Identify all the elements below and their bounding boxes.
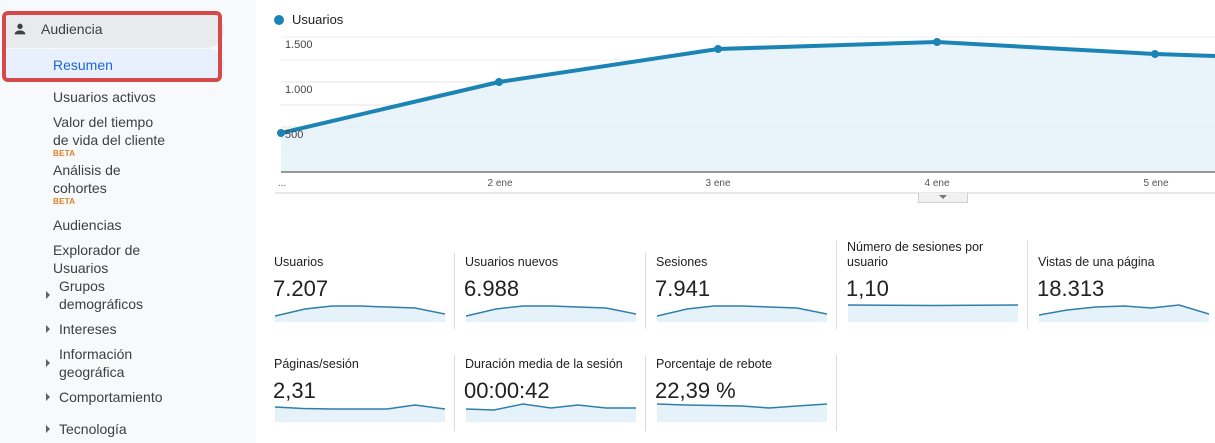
metric-name: Usuarios	[274, 255, 324, 269]
expand-arrow-icon	[46, 393, 50, 401]
sidebar-item-label: Información geográfica	[59, 345, 132, 381]
x-tick: ...	[277, 178, 287, 189]
sidebar-item-comportamiento[interactable]: Comportamiento	[46, 388, 163, 406]
sidebar-section-label: Audiencia	[41, 21, 103, 37]
x-tick: 2 ene	[487, 178, 513, 189]
sidebar-item-grupos-demograficos[interactable]: Grupos demográficos	[46, 277, 143, 313]
metric-card-usuarios[interactable]: Usuarios 7.207	[265, 238, 448, 336]
chevron-down-icon	[939, 195, 947, 199]
metric-value: 7.941	[655, 276, 711, 301]
metric-value: 22,39 %	[655, 378, 736, 403]
divider	[645, 355, 646, 431]
sparkline	[657, 305, 827, 322]
sidebar-item-analisis-cohortes[interactable]: Análisis de cohortes BETA	[53, 161, 121, 206]
sidebar-section-audiencia[interactable]: Audiencia	[4, 12, 224, 48]
metric-name: Duración media de la sesión	[465, 357, 623, 371]
metric-name: Número de sesiones por usuario	[847, 240, 983, 270]
divider	[454, 253, 455, 329]
expand-arrow-icon	[46, 425, 50, 433]
sidebar-item-resumen[interactable]: Resumen	[4, 49, 224, 81]
chart-collapse-button[interactable]	[918, 193, 968, 203]
divider	[454, 355, 455, 431]
metric-value: 7.207	[273, 276, 329, 301]
users-line-chart[interactable]	[0, 0, 1215, 200]
sidebar-item-label-line: geográfica	[59, 364, 125, 380]
sidebar-item-valor-tiempo-vida[interactable]: Valor del tiempo de vida del cliente BET…	[53, 113, 165, 158]
sidebar-item-label: Análisis de	[53, 162, 121, 178]
metric-card-paginas-sesion[interactable]: Páginas/sesión 2,31	[265, 340, 448, 438]
sidebar-item-explorador-usuarios[interactable]: Explorador de Usuarios	[53, 241, 140, 277]
legend-dot-icon	[274, 14, 284, 25]
divider	[836, 355, 837, 431]
person-icon	[14, 23, 26, 35]
sidebar: Audiencia Resumen Usuarios activos Valor…	[0, 0, 256, 443]
metric-name: Usuarios nuevos	[465, 255, 559, 269]
sidebar-item-label: Explorador de	[53, 242, 141, 258]
divider	[1027, 240, 1028, 329]
divider	[836, 240, 837, 329]
sidebar-item-label: Tecnología	[59, 421, 127, 437]
divider	[645, 253, 646, 329]
sidebar-item-label: cohortes	[53, 180, 107, 196]
metric-name: Porcentaje de rebote	[656, 357, 773, 371]
beta-badge: BETA	[53, 149, 76, 158]
metric-name: Sesiones	[656, 255, 708, 269]
sidebar-item-informacion-geografica[interactable]: Información geográfica	[46, 345, 132, 381]
metric-value: 00:00:42	[464, 378, 550, 403]
sidebar-item-label: Valor del tiempo	[53, 114, 154, 130]
sidebar-item-label-line: Información	[59, 346, 133, 362]
sparkline	[275, 305, 445, 322]
metric-name-line: Número de sesiones por	[847, 240, 984, 254]
metric-name: Páginas/sesión	[274, 357, 359, 371]
expand-arrow-icon	[46, 291, 50, 299]
x-tick: 3 ene	[705, 178, 731, 189]
y-tick-500: 500	[285, 129, 304, 141]
sidebar-item-label: Usuarios	[53, 260, 109, 276]
sidebar-item-label: de vida del cliente	[53, 132, 166, 148]
sparkline	[466, 403, 636, 422]
sidebar-item-intereses[interactable]: Intereses	[46, 320, 117, 338]
x-tick: 4 ene	[924, 178, 950, 189]
x-tick: 5 ene	[1143, 178, 1169, 189]
beta-badge: BETA	[53, 197, 76, 206]
chart-legend[interactable]: Usuarios	[274, 12, 343, 27]
metric-value: 18.313	[1037, 276, 1105, 301]
metric-card-sesiones-por-usuario[interactable]: Número de sesiones por usuario 1,10	[838, 238, 1021, 336]
legend-label: Usuarios	[292, 12, 344, 27]
sidebar-item-usuarios-activos[interactable]: Usuarios activos	[53, 88, 156, 106]
sidebar-item-label: Resumen	[53, 57, 113, 73]
metric-card-duracion-media[interactable]: Duración media de la sesión 00:00:42	[456, 340, 639, 438]
metric-name: Vistas de una página	[1038, 255, 1155, 269]
y-tick-1000: 1.000	[285, 84, 313, 96]
sidebar-item-label: Grupos demográficos	[59, 277, 143, 313]
metric-value: 2,31	[273, 378, 316, 403]
sidebar-item-label-line: Grupos	[59, 278, 105, 294]
metric-value: 1,10	[846, 276, 889, 301]
sparkline	[657, 403, 827, 422]
sidebar-item-label: Comportamiento	[59, 389, 163, 405]
metric-card-usuarios-nuevos[interactable]: Usuarios nuevos 6.988	[456, 238, 639, 336]
sidebar-item-label: Intereses	[59, 321, 117, 337]
sidebar-item-label-line: demográficos	[59, 296, 144, 312]
metric-card-vistas-pagina[interactable]: Vistas de una página 18.313	[1029, 238, 1212, 336]
sidebar-item-label: Audiencias	[53, 217, 122, 233]
expand-arrow-icon	[46, 325, 50, 333]
metric-card-sesiones[interactable]: Sesiones 7.941	[647, 238, 830, 336]
sidebar-item-label: Usuarios activos	[53, 89, 156, 105]
sparkline	[848, 304, 1018, 322]
expand-arrow-icon	[46, 359, 50, 367]
metric-value: 6.988	[464, 276, 520, 301]
sidebar-item-audiencias[interactable]: Audiencias	[53, 216, 122, 234]
y-tick-1500: 1.500	[285, 39, 313, 51]
metric-name-line: usuario	[847, 255, 888, 269]
sidebar-item-tecnologia[interactable]: Tecnología	[46, 420, 127, 438]
sparkline	[1039, 304, 1209, 322]
metric-card-porcentaje-rebote[interactable]: Porcentaje de rebote 22,39 %	[647, 340, 830, 438]
sparkline	[275, 404, 445, 422]
sparkline	[466, 305, 636, 322]
